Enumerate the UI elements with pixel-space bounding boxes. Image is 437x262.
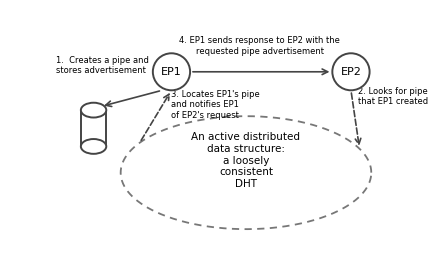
Polygon shape [81, 110, 106, 146]
Ellipse shape [153, 53, 190, 90]
Ellipse shape [333, 53, 370, 90]
Ellipse shape [81, 139, 106, 154]
Text: 2. Looks for pipe
that EP1 created: 2. Looks for pipe that EP1 created [358, 87, 428, 106]
Text: An active distributed
data structure:
a loosely
consistent
DHT: An active distributed data structure: a … [191, 132, 301, 189]
Text: 4. EP1 sends response to EP2 with the
requested pipe advertisement: 4. EP1 sends response to EP2 with the re… [179, 36, 340, 56]
Text: 3. Locates EP1's pipe
and notifies EP1
of EP2's request: 3. Locates EP1's pipe and notifies EP1 o… [171, 90, 260, 120]
Text: EP1: EP1 [161, 67, 182, 77]
Ellipse shape [81, 103, 106, 118]
Text: 1.  Creates a pipe and
stores advertisement: 1. Creates a pipe and stores advertiseme… [56, 56, 149, 75]
Text: EP2: EP2 [340, 67, 361, 77]
